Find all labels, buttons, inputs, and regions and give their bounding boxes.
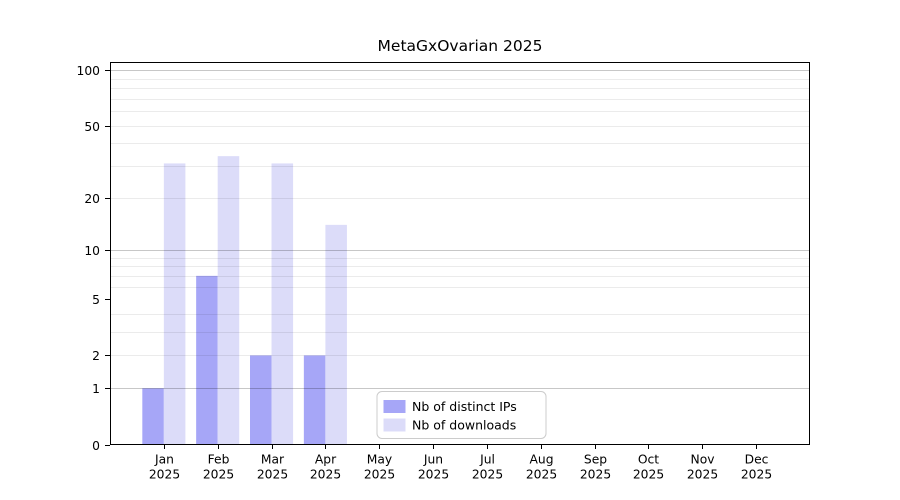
bar-nb-of-distinct-ips-jan [142, 388, 164, 444]
y-tick-label-10: 10 [84, 244, 100, 258]
x-tick-year-jan: 2025 [149, 468, 180, 482]
x-tick-label-nov: Nov [691, 453, 715, 467]
bar-nb-of-distinct-ips-apr [303, 355, 326, 444]
x-tick-year-may: 2025 [364, 468, 395, 482]
bar-nb-of-downloads-feb [217, 156, 240, 444]
x-tick-label-jul: Jul [479, 453, 495, 467]
chart-title: MetaGxOvarian 2025 [378, 37, 543, 55]
x-tick-year-aug: 2025 [526, 468, 557, 482]
bar-nb-of-distinct-ips-mar [250, 355, 272, 444]
x-tick-label-sep: Sep [584, 453, 607, 467]
x-tick-year-jun: 2025 [418, 468, 449, 482]
legend-label-nb-of-downloads: Nb of downloads [412, 418, 516, 433]
legend-box [376, 391, 547, 439]
bars-group [142, 156, 347, 445]
y-tick-label-100: 100 [77, 64, 100, 78]
x-tick-label-jun: Jun [423, 453, 443, 467]
y-tick-label-1: 1 [92, 382, 100, 396]
bar-nb-of-distinct-ips-feb [196, 275, 218, 444]
x-tick-year-dec: 2025 [741, 468, 772, 482]
y-tick-label-5: 5 [92, 293, 100, 307]
y-tick-label-50: 50 [84, 120, 100, 134]
x-tick-label-mar: Mar [261, 453, 285, 467]
plot-border [110, 62, 810, 445]
y-tick-label-20: 20 [84, 192, 100, 206]
gridlines-group [110, 70, 810, 389]
bar-nb-of-downloads-mar [271, 163, 294, 445]
x-tick-year-oct: 2025 [633, 468, 664, 482]
y-tick-label-0: 0 [92, 439, 100, 453]
legend-swatch-nb-of-downloads [383, 418, 406, 432]
y-axis: 0 1 2 5 10 20 50 100 [77, 64, 110, 453]
legend: Nb of distinct IPs Nb of downloads [376, 391, 547, 439]
x-tick-year-mar: 2025 [257, 468, 288, 482]
bar-nb-of-downloads-jan [163, 163, 186, 445]
x-tick-label-may: May [367, 453, 392, 467]
x-tick-label-dec: Dec [745, 453, 769, 467]
legend-label-nb-of-distinct-ips: Nb of distinct IPs [412, 399, 517, 414]
x-tick-label-apr: Apr [315, 453, 337, 467]
x-tick-label-feb: Feb [208, 453, 230, 467]
legend-swatch-nb-of-distinct-ips [383, 400, 406, 413]
x-tick-year-apr: 2025 [310, 468, 341, 482]
bar-nb-of-downloads-apr [325, 224, 347, 444]
y-tick-label-2: 2 [92, 349, 100, 363]
x-tick-year-feb: 2025 [203, 468, 234, 482]
x-tick-year-nov: 2025 [687, 468, 718, 482]
x-tick-label-oct: Oct [638, 453, 659, 467]
x-tick-label-aug: Aug [529, 453, 553, 467]
x-axis: Jan2025Feb2025Mar2025Apr2025May2025Jun20… [149, 444, 772, 482]
x-tick-year-sep: 2025 [580, 468, 611, 482]
x-tick-label-jan: Jan [154, 453, 174, 467]
x-tick-year-jul: 2025 [472, 468, 503, 482]
